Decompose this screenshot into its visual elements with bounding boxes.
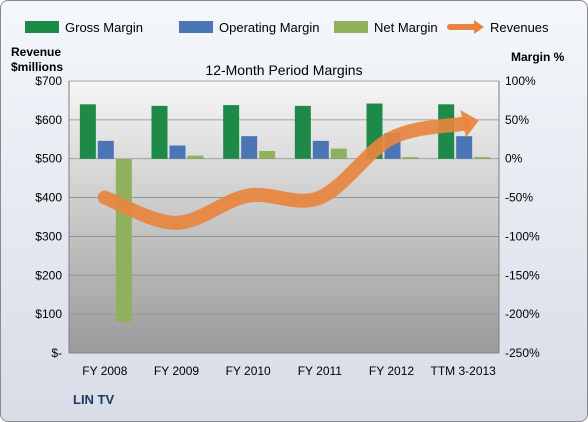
- bar-operating-margin: [456, 136, 473, 159]
- x-tick-label: TTM 3-2013: [430, 364, 496, 378]
- revenue-line: [97, 110, 479, 230]
- bar-operating-margin: [312, 140, 329, 159]
- left-tick-label: $600: [35, 113, 62, 127]
- right-tick-label: 50%: [505, 113, 529, 127]
- x-tick-label: FY 2010: [226, 364, 271, 378]
- left-tick-label: $200: [35, 268, 62, 282]
- bar-gross-margin: [151, 105, 168, 159]
- bar-net-margin: [474, 157, 491, 159]
- company-label: LIN TV: [73, 392, 114, 407]
- legend-label: Net Margin: [374, 20, 438, 35]
- chart-title: 12-Month Period Margins: [205, 62, 362, 78]
- x-tick-label: FY 2009: [154, 364, 199, 378]
- right-tick-label: -150%: [505, 268, 540, 282]
- right-tick-label: -50%: [505, 191, 533, 205]
- revenue-line-path: [97, 116, 471, 230]
- gridlines: [69, 80, 499, 315]
- legend-label: Revenues: [490, 20, 549, 35]
- legend: Gross Margin Operating Margin Net Margin Re…: [25, 20, 549, 35]
- left-tick-label: $400: [35, 191, 62, 205]
- bar-gross-margin: [294, 105, 311, 159]
- left-tick-label: $-: [51, 346, 62, 360]
- bar-operating-margin: [169, 145, 186, 159]
- left-tick-label: $500: [35, 152, 62, 166]
- bar-net-margin: [187, 155, 204, 159]
- bar-gross-margin: [79, 104, 96, 159]
- right-tick-label: -100%: [505, 229, 540, 243]
- bar-net-margin: [115, 158, 132, 322]
- bar-net-margin: [259, 150, 276, 159]
- revenue-arrowhead: [460, 110, 479, 138]
- left-axis-label-line2: $millions: [11, 60, 63, 74]
- bar-net-margin: [402, 157, 419, 159]
- legend-label: Gross Margin: [65, 20, 143, 35]
- right-axis-label: Margin %: [511, 50, 565, 64]
- bar-net-margin: [330, 148, 347, 159]
- bar-gross-margin: [223, 105, 240, 159]
- legend-swatch: [179, 21, 213, 33]
- legend-swatch: [25, 21, 59, 33]
- legend-label: Operating Margin: [219, 20, 319, 35]
- left-axis-label-line1: Revenue: [11, 45, 61, 59]
- left-tick-label: $300: [35, 229, 62, 243]
- right-tick-label: 0%: [505, 152, 523, 166]
- legend-swatch: [334, 21, 368, 33]
- axes: $- $100 $200 $300 $400 $500 $600 $700 -250% -200%…: [35, 74, 540, 378]
- x-tick-label: FY 2011: [298, 364, 343, 378]
- bar-operating-margin: [97, 140, 114, 159]
- left-tick-label: $100: [35, 307, 62, 321]
- left-tick-label: $700: [35, 74, 62, 88]
- right-tick-label: -250%: [505, 346, 540, 360]
- x-tick-label: FY 2012: [369, 364, 414, 378]
- legend-arrowhead: [474, 20, 484, 34]
- bar-operating-margin: [241, 136, 258, 159]
- right-tick-label: 100%: [505, 74, 536, 88]
- x-tick-label: FY 2008: [82, 364, 127, 378]
- right-tick-label: -200%: [505, 307, 540, 321]
